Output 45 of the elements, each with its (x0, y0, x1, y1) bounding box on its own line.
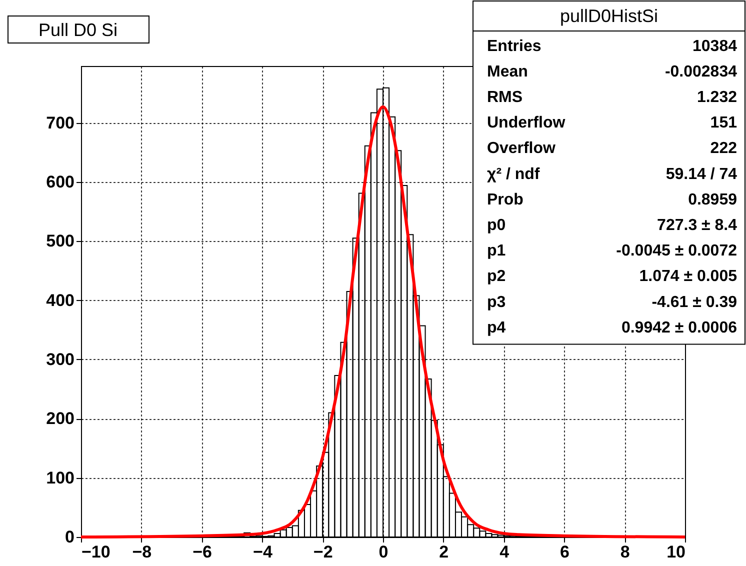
annotation: p3 (487, 294, 506, 311)
annotation: Overflow (487, 140, 556, 158)
y-tick-label: 600 (46, 172, 74, 192)
annotation: 1.074 ± 0.005 (639, 268, 738, 286)
annotation: p0 (487, 217, 506, 234)
x-tick-label: −6 (192, 542, 212, 562)
y-tick-label: 500 (46, 232, 74, 251)
y-tick-label: 300 (46, 350, 74, 369)
annotation: 0.9942 ± 0.0006 (621, 319, 738, 336)
text: 222 (710, 140, 738, 158)
x-tick-label: 4 (500, 542, 510, 562)
text: 1.232 (696, 89, 738, 106)
x-tick-label: −8 (132, 542, 152, 562)
x-tick-label: −10 (82, 542, 110, 562)
annotation: 727.3 ± 8.4 (657, 217, 738, 234)
text: pullD0HistSi (560, 6, 658, 26)
x-tick-label: 0 (378, 542, 388, 562)
x-tick-label: 6 (560, 542, 570, 562)
x-tick-label: 2 (439, 542, 449, 562)
annotation: 59.14 / 74 (666, 166, 738, 183)
annotation: Prob (487, 191, 524, 208)
text: Entries (487, 38, 542, 55)
y-tick-label: 700 (46, 113, 74, 132)
annotation: -0.0045 ± 0.0072 (616, 242, 738, 260)
text: 10384 (692, 38, 738, 55)
annotation: p4 (487, 319, 506, 336)
text: 151 (710, 114, 738, 132)
x-tick-label: −2 (313, 542, 333, 562)
annotation: p2 (487, 268, 506, 286)
y-tick-label: 200 (46, 409, 74, 428)
x-tick-label: 8 (620, 542, 630, 562)
annotation: -0.002834 (664, 63, 738, 80)
y-tick-label: 100 (46, 468, 74, 488)
chart-title: Pull D0 Si (38, 20, 118, 40)
annotation: -4.61 ± 0.39 (652, 294, 738, 311)
y-tick-label: 400 (46, 290, 74, 310)
annotation: Mean (487, 63, 528, 80)
annotation: p1 (487, 242, 506, 260)
text: 0.8959 (688, 191, 738, 208)
x-tick-label: 10 (666, 542, 686, 562)
annotation: RMS (487, 89, 523, 106)
annotation: Underflow (487, 114, 566, 132)
x-tick-label: −4 (253, 542, 273, 562)
y-tick-label: 0 (65, 528, 74, 546)
annotation: χ² / ndf (487, 166, 540, 183)
